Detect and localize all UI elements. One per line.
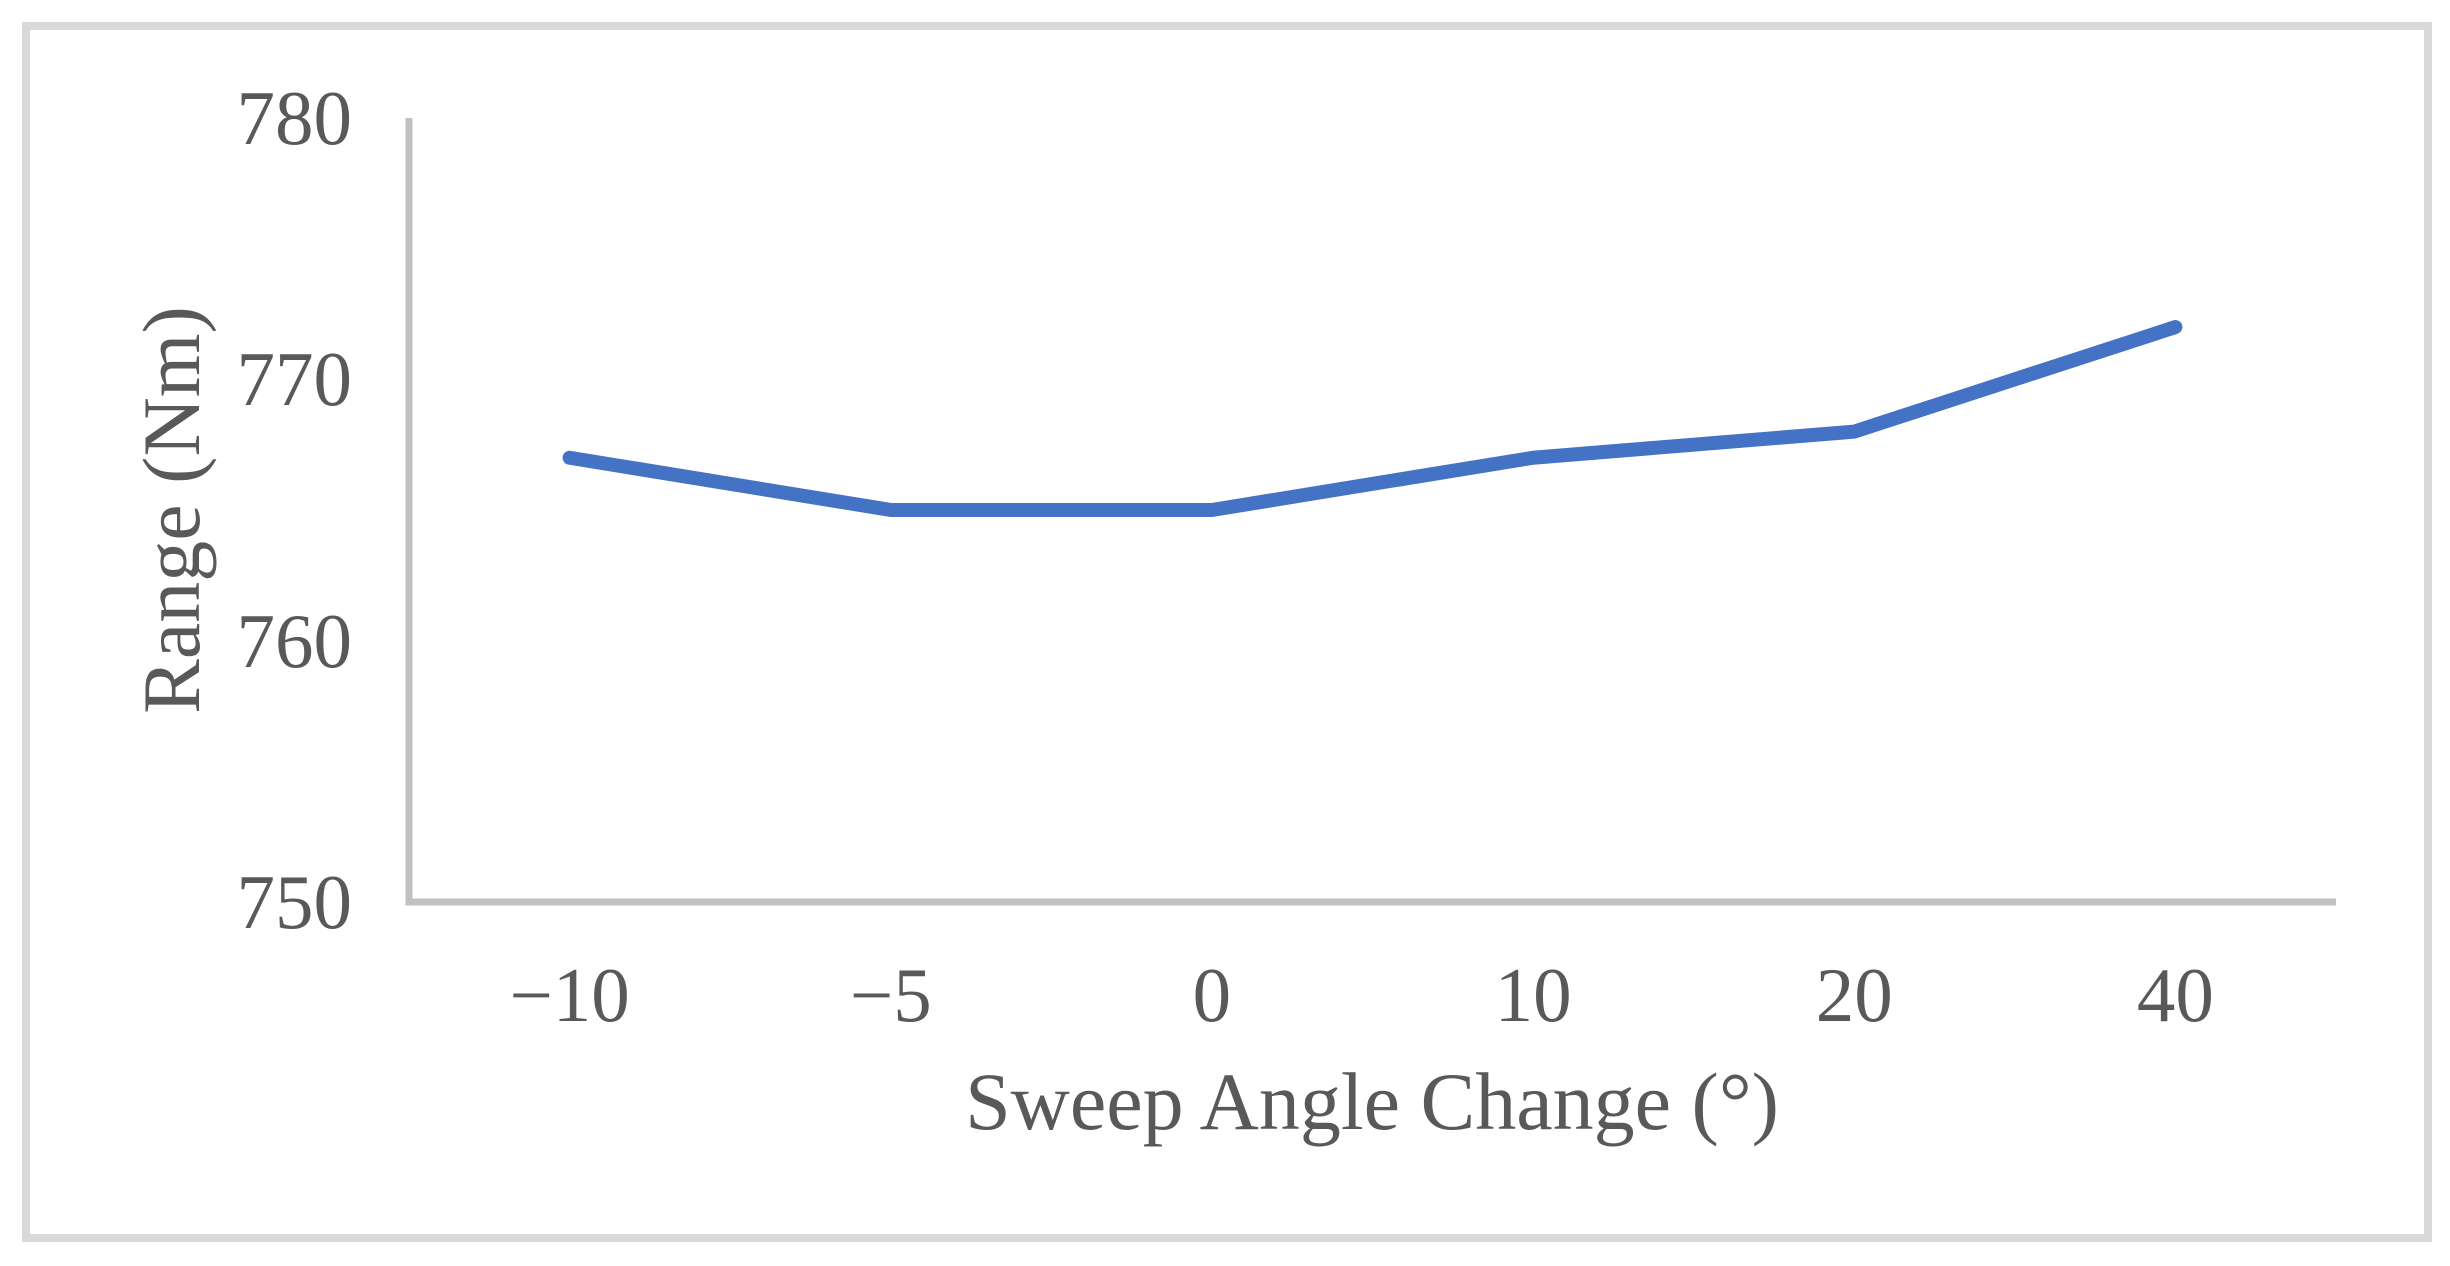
y-tick-label: 780	[236, 75, 353, 161]
x-tick-label: 20	[1815, 952, 1893, 1038]
x-tick-label: −5	[849, 952, 932, 1038]
y-tick-label: 750	[236, 859, 353, 945]
x-tick-label: −10	[509, 952, 630, 1038]
x-tick-label: 0	[1192, 952, 1232, 1038]
y-tick-label: 760	[236, 597, 353, 684]
y-tick-label: 770	[236, 336, 353, 423]
data-series-line	[562, 320, 2183, 517]
x-tick-label: 40	[2136, 952, 2214, 1038]
y-axis-title: Range (Nm)	[126, 306, 217, 714]
x-axis-title: Sweep Angle Change (°)	[965, 1056, 1779, 1147]
figure-border	[22, 22, 2432, 1242]
x-tick-label: 10	[1494, 952, 1572, 1038]
